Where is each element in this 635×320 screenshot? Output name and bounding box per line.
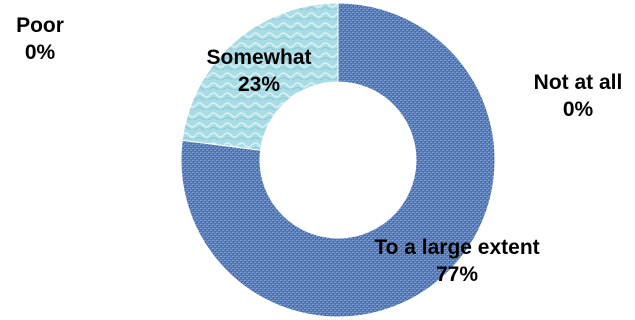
data-label-to-a-large-extent: To a large extent 77% bbox=[374, 236, 539, 286]
data-label-to-a-large-extent-value: 77% bbox=[436, 263, 478, 286]
data-label-not-at-all: Not at all 0% bbox=[534, 71, 623, 121]
slice-to-a-large-extent bbox=[180, 2, 496, 318]
doughnut-slices bbox=[180, 2, 496, 318]
data-label-poor-category: Poor bbox=[16, 14, 64, 37]
data-label-to-a-large-extent-category: To a large extent bbox=[374, 236, 539, 259]
data-label-somewhat: Somewhat 23% bbox=[206, 46, 311, 96]
slice-somewhat bbox=[181, 2, 339, 151]
data-label-not-at-all-category: Not at all bbox=[534, 71, 623, 94]
data-label-poor: Poor 0% bbox=[16, 14, 64, 64]
data-label-not-at-all-value: 0% bbox=[563, 98, 594, 121]
doughnut-data-labels: To a large extent 77%Somewhat 23%Poor 0%Not… bbox=[16, 14, 622, 286]
data-label-poor-value: 0% bbox=[25, 41, 56, 64]
data-label-somewhat-value: 23% bbox=[238, 73, 280, 96]
data-label-somewhat-category: Somewhat bbox=[206, 46, 311, 69]
